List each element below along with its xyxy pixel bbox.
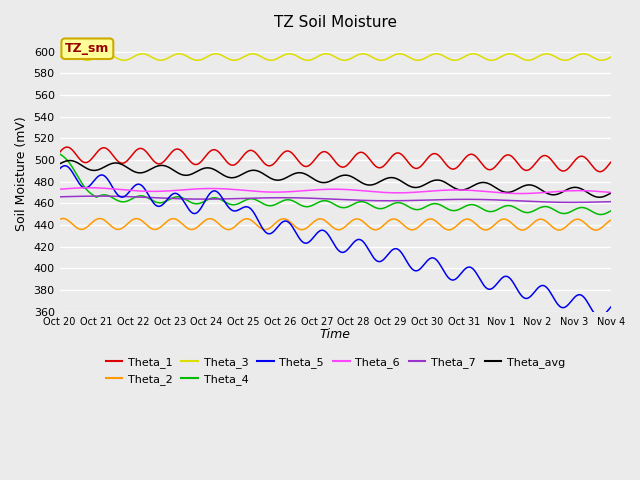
Theta_7: [122, 193, 129, 199]
Theta_3: [99, 51, 106, 57]
Theta_7: [568, 200, 576, 205]
Theta_3: [56, 54, 63, 60]
Theta_3: [598, 58, 605, 63]
Theta_4: [301, 204, 308, 209]
Theta_5: [61, 163, 68, 168]
Line: Theta_5: Theta_5: [60, 166, 611, 317]
Theta_5: [370, 255, 378, 261]
Theta_1: [370, 161, 378, 167]
Theta_1: [122, 159, 129, 165]
Line: Theta_1: Theta_1: [60, 147, 611, 172]
Theta_7: [56, 194, 63, 200]
Theta_7: [301, 195, 309, 201]
Theta_6: [122, 187, 129, 193]
Line: Theta_7: Theta_7: [60, 196, 611, 203]
Text: TZ_sm: TZ_sm: [65, 42, 109, 55]
Theta_2: [59, 216, 67, 221]
Theta_5: [301, 240, 309, 246]
Theta_avg: [66, 157, 74, 163]
Theta_3: [65, 51, 73, 57]
Line: Theta_2: Theta_2: [60, 218, 611, 230]
Theta_6: [56, 186, 63, 192]
Theta_1: [312, 156, 319, 162]
Theta_7: [607, 199, 614, 204]
Theta_avg: [312, 177, 319, 183]
Theta_6: [312, 187, 319, 193]
Theta_2: [122, 223, 129, 229]
Theta_5: [596, 314, 604, 320]
Theta_6: [607, 190, 614, 195]
Theta_3: [122, 57, 129, 63]
Theta_2: [56, 216, 63, 222]
Theta_4: [607, 208, 614, 214]
Theta_7: [290, 195, 298, 201]
Line: Theta_6: Theta_6: [60, 188, 611, 193]
Theta_4: [99, 192, 106, 198]
Theta_avg: [99, 165, 106, 171]
Theta_avg: [56, 161, 63, 167]
Title: TZ Soil Moisture: TZ Soil Moisture: [274, 15, 397, 30]
Theta_avg: [122, 163, 129, 169]
Theta_5: [99, 172, 106, 178]
Theta_2: [370, 227, 378, 232]
Theta_1: [596, 169, 604, 175]
Theta_6: [290, 189, 298, 194]
Theta_3: [290, 52, 298, 58]
Theta_3: [370, 55, 378, 61]
Theta_1: [301, 164, 309, 169]
Theta_1: [607, 159, 614, 165]
Theta_6: [99, 185, 106, 191]
X-axis label: Time: Time: [320, 328, 351, 341]
Theta_1: [290, 152, 298, 158]
Theta_3: [607, 54, 614, 60]
Theta_4: [369, 204, 377, 209]
Legend: Theta_1, Theta_2, Theta_3, Theta_4, Theta_5, Theta_6, Theta_7, Theta_avg: Theta_1, Theta_2, Theta_3, Theta_4, Thet…: [101, 353, 570, 389]
Theta_5: [607, 304, 614, 310]
Line: Theta_avg: Theta_avg: [60, 160, 611, 197]
Theta_2: [312, 218, 319, 224]
Theta_2: [99, 216, 106, 222]
Theta_avg: [370, 181, 378, 187]
Theta_7: [99, 193, 106, 199]
Theta_7: [370, 198, 378, 204]
Theta_3: [312, 55, 319, 61]
Theta_avg: [607, 190, 614, 196]
Line: Theta_4: Theta_4: [60, 154, 611, 215]
Theta_4: [121, 199, 129, 204]
Y-axis label: Soil Moisture (mV): Soil Moisture (mV): [15, 116, 28, 231]
Theta_5: [122, 193, 129, 199]
Theta_4: [311, 201, 319, 207]
Theta_6: [301, 188, 309, 193]
Theta_4: [597, 212, 605, 217]
Theta_5: [312, 232, 319, 238]
Theta_1: [56, 149, 63, 155]
Theta_avg: [596, 194, 604, 200]
Theta_7: [312, 195, 319, 201]
Theta_6: [516, 191, 524, 196]
Theta_4: [290, 198, 298, 204]
Theta_avg: [301, 171, 309, 177]
Theta_2: [607, 217, 614, 223]
Theta_3: [301, 57, 309, 63]
Theta_2: [290, 223, 298, 228]
Theta_avg: [290, 171, 298, 177]
Theta_5: [290, 226, 298, 232]
Theta_2: [301, 226, 309, 232]
Line: Theta_3: Theta_3: [60, 54, 611, 60]
Theta_1: [99, 145, 106, 151]
Theta_1: [63, 144, 71, 150]
Theta_4: [56, 151, 63, 157]
Theta_7: [95, 193, 102, 199]
Theta_2: [592, 227, 600, 233]
Theta_6: [370, 189, 378, 194]
Theta_6: [85, 185, 93, 191]
Theta_5: [56, 166, 63, 172]
